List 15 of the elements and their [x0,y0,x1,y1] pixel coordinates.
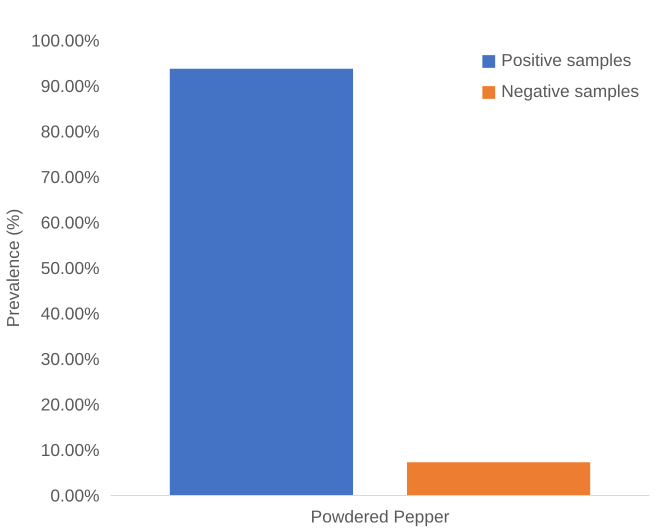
y-tick-label: 10.00% [40,440,100,460]
y-tick-label: 60.00% [40,212,100,232]
y-tick-label: 50.00% [40,258,100,278]
x-tick-label: Powdered Pepper [310,506,450,526]
legend-label: Negative samples [501,81,639,102]
y-tick-label: 40.00% [40,304,100,324]
y-tick-label: 80.00% [40,122,100,142]
y-axis-title: Prevalence (%) [3,208,24,328]
legend-label: Positive samples [501,50,632,71]
y-tick-label: 90.00% [40,76,100,96]
y-tick-label: 0.00% [50,486,100,506]
y-tick-label: 70.00% [40,167,100,187]
y-tick-label: 100.00% [31,30,100,50]
y-tick-label: 30.00% [40,349,100,369]
y-tick-label: 20.00% [40,394,100,414]
